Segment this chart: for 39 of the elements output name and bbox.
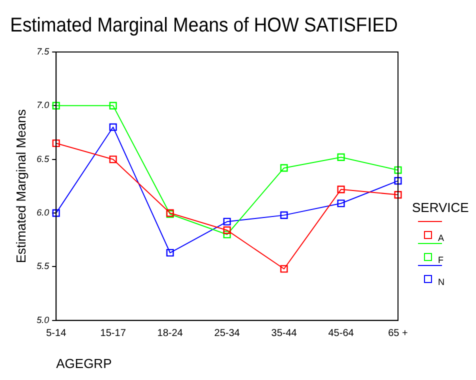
x-axis-title: AGEGRP — [56, 356, 112, 371]
point — [337, 186, 345, 194]
x-tick-label: 35-44 — [271, 328, 298, 340]
y-axis-title: Estimated Marginal Means — [13, 108, 28, 264]
point — [109, 102, 117, 110]
x-tick-label: 25-34 — [214, 328, 240, 340]
legend-label: F — [438, 255, 444, 265]
point — [280, 164, 288, 172]
y-tick-label: 6.0 — [36, 208, 50, 218]
legend-title: SERVICE — [412, 200, 469, 215]
point — [223, 230, 231, 238]
legend-label: N — [438, 277, 444, 287]
y-tick-label: 6.5 — [36, 154, 50, 164]
legend-label: A — [438, 233, 444, 243]
point — [166, 248, 174, 257]
point — [109, 156, 117, 164]
point — [52, 139, 60, 148]
point — [337, 200, 345, 208]
point — [394, 166, 402, 174]
x-tick-label: 5-14 — [46, 328, 67, 340]
x-tick-label: 15-17 — [100, 328, 126, 340]
point — [280, 265, 288, 273]
point — [52, 102, 60, 110]
x-tick-label: 65 + — [388, 328, 408, 340]
chart-title: Estimated Marginal Means of HOW SATISFIED — [10, 14, 398, 37]
point — [223, 226, 231, 234]
x-tick-label: 18-24 — [157, 328, 184, 340]
point — [337, 153, 345, 161]
point — [223, 218, 231, 226]
point — [394, 191, 402, 199]
y-tick-label: 7.0 — [36, 100, 50, 110]
y-tick-label: 5.0 — [36, 314, 50, 325]
x-tick-label: 45-64 — [328, 328, 354, 340]
point — [394, 177, 402, 185]
y-tick-label: 5.5 — [36, 261, 50, 272]
point — [280, 211, 288, 219]
y-tick-label: 7.5 — [36, 46, 50, 56]
point — [109, 123, 117, 131]
point — [52, 209, 60, 217]
